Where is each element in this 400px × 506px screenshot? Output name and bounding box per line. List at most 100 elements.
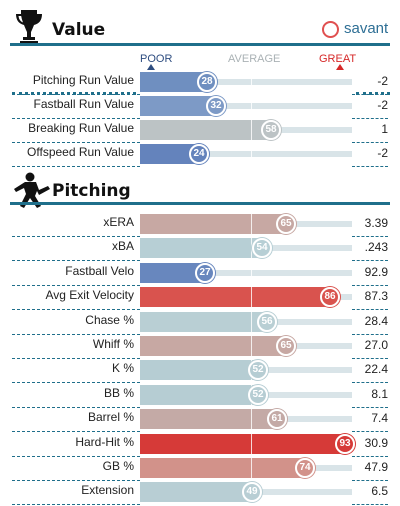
pitching-section-title: Pitching xyxy=(52,181,131,201)
row-divider-right xyxy=(352,480,388,481)
value-header-rule xyxy=(10,43,390,46)
savant-logo[interactable]: savant xyxy=(322,20,392,40)
percentile-badge[interactable]: 58 xyxy=(261,120,281,140)
percentile-badge[interactable]: 32 xyxy=(206,96,226,116)
percentile-bar xyxy=(140,458,307,478)
percentile-badge[interactable]: 27 xyxy=(195,262,215,283)
value-section-title: Value xyxy=(52,20,106,40)
percentile-badge[interactable]: 24 xyxy=(189,144,209,164)
metric-value: 28.4 xyxy=(364,313,388,328)
row-divider-left xyxy=(12,358,140,359)
row-divider-left xyxy=(12,333,140,335)
row-divider-right xyxy=(352,236,388,237)
metric-label: BB % xyxy=(103,385,134,400)
metric-label: Avg Exit Velocity xyxy=(45,288,135,303)
percentile-row[interactable]: GB % 74 47.9 xyxy=(0,456,400,479)
metric-label: K % xyxy=(111,361,134,376)
metric-label: Offspeed Run Value xyxy=(27,145,134,159)
row-divider-left xyxy=(12,480,140,481)
metric-label: Breaking Run Value xyxy=(28,121,134,135)
metric-value: 92.9 xyxy=(364,264,388,279)
metric-label: Chase % xyxy=(85,312,134,327)
row-divider-left xyxy=(12,406,140,408)
percentile-row[interactable]: Barrel % 61 7.4 xyxy=(0,407,400,430)
percentile-badge[interactable]: 65 xyxy=(276,214,296,234)
percentile-row[interactable]: Chase % 56 28.4 xyxy=(0,310,400,333)
metric-value: 87.3 xyxy=(364,289,388,304)
trophy-icon xyxy=(16,10,42,45)
percentile-badge[interactable]: 52 xyxy=(248,384,268,405)
row-divider-left xyxy=(12,236,140,237)
percentile-bar xyxy=(140,482,254,503)
percentile-row[interactable]: Avg Exit Velocity 86 87.3 xyxy=(0,285,400,308)
scale-average-label: AVERAGE xyxy=(228,53,281,65)
percentile-row[interactable]: Breaking Run Value 58 1 xyxy=(0,118,400,141)
row-divider-left xyxy=(12,118,140,119)
row-divider-left xyxy=(12,382,140,384)
average-marker xyxy=(251,120,252,140)
average-marker xyxy=(251,433,252,454)
metric-label: GB % xyxy=(102,459,134,473)
percentile-row[interactable]: Fastball Velo 27 92.9 xyxy=(0,261,400,284)
average-marker xyxy=(251,96,252,116)
percentile-badge[interactable]: 52 xyxy=(248,360,268,381)
percentile-bar xyxy=(140,96,218,116)
percentile-badge[interactable]: 49 xyxy=(242,482,262,503)
percentile-badge[interactable]: 56 xyxy=(257,311,277,332)
row-divider-right xyxy=(352,284,388,286)
percentile-row[interactable]: Fastball Run Value 32 -2 xyxy=(0,94,400,117)
row-divider-right xyxy=(352,504,388,506)
row-divider-right xyxy=(352,333,388,335)
metric-label: Whiff % xyxy=(92,337,134,351)
percentile-row[interactable]: Offspeed Run Value 24 -2 xyxy=(0,142,400,165)
percentile-row[interactable]: xBA 54 .243 xyxy=(0,236,400,259)
row-divider-right xyxy=(352,142,388,143)
percentile-row[interactable]: Pitching Run Value 28 -2 xyxy=(0,70,400,93)
average-marker xyxy=(251,238,252,259)
average-marker xyxy=(251,72,252,92)
percentile-badge[interactable]: 65 xyxy=(276,336,296,356)
percentile-bar xyxy=(140,120,273,140)
percentile-bar xyxy=(140,262,207,283)
percentile-bar xyxy=(140,336,288,356)
percentile-badge[interactable]: 28 xyxy=(197,72,217,92)
average-marker xyxy=(251,144,252,164)
row-divider-left xyxy=(12,260,140,262)
percentile-badge[interactable]: 61 xyxy=(267,409,287,430)
metric-value: -2 xyxy=(377,146,388,160)
metric-value: 1 xyxy=(381,122,388,136)
value-section-header: Value savant xyxy=(0,0,400,48)
row-divider-right xyxy=(352,382,388,384)
metric-label: Extension xyxy=(81,483,134,498)
row-divider-left xyxy=(12,309,140,311)
percentile-track xyxy=(140,79,352,85)
percentile-row[interactable]: Hard-Hit % 93 30.9 xyxy=(0,432,400,455)
metric-value: 47.9 xyxy=(364,460,388,474)
percentile-bar xyxy=(140,384,260,405)
metric-value: 3.39 xyxy=(364,216,388,230)
row-divider-left xyxy=(12,166,140,167)
percentile-badge[interactable]: 54 xyxy=(252,238,272,259)
metric-value: 8.1 xyxy=(371,386,388,401)
row-divider-right xyxy=(352,309,388,311)
baseball-icon xyxy=(322,21,339,38)
row-divider-right xyxy=(352,166,388,167)
pitcher-icon xyxy=(14,172,50,208)
percentile-track xyxy=(140,151,352,157)
row-divider-left xyxy=(12,284,140,286)
percentile-badge[interactable]: 93 xyxy=(335,433,355,454)
row-divider-right xyxy=(352,118,388,119)
percentile-row[interactable]: K % 52 22.4 xyxy=(0,358,400,381)
percentile-row[interactable]: Whiff % 65 27.0 xyxy=(0,334,400,357)
percentile-row[interactable]: BB % 52 8.1 xyxy=(0,383,400,406)
percentile-row[interactable]: Extension 49 6.5 xyxy=(0,480,400,503)
percentile-badge[interactable]: 74 xyxy=(295,458,315,478)
percentile-badge[interactable]: 86 xyxy=(320,287,340,308)
metric-value: -2 xyxy=(377,98,388,112)
average-marker xyxy=(251,409,252,430)
metric-value: 27.0 xyxy=(364,338,388,352)
row-divider-left xyxy=(12,455,140,457)
savant-logo-text: savant xyxy=(344,20,389,37)
percentile-row[interactable]: xERA 65 3.39 xyxy=(0,212,400,235)
average-marker xyxy=(251,287,252,308)
